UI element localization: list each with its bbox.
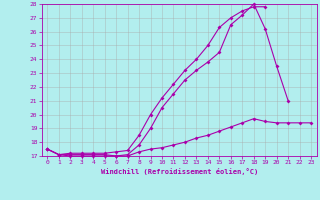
X-axis label: Windchill (Refroidissement éolien,°C): Windchill (Refroidissement éolien,°C) [100,168,258,175]
